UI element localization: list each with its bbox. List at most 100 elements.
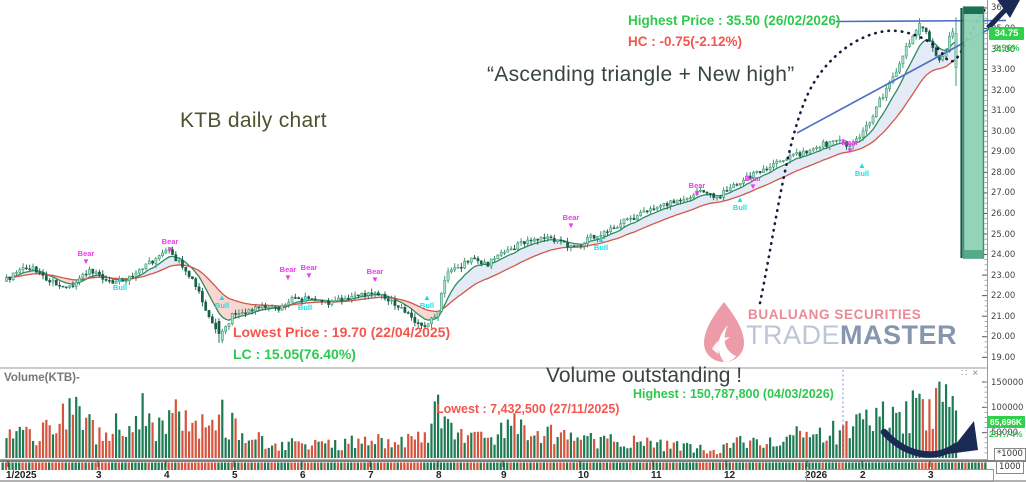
ribbon-cell: [426, 462, 429, 470]
candle-body: [798, 152, 802, 157]
ribbon-cell: [602, 462, 605, 470]
volume-bar: [440, 428, 443, 458]
volume-bar: [583, 435, 586, 458]
volume-bar: [759, 445, 762, 458]
candle-body: [519, 241, 523, 244]
volume-bar: [769, 437, 772, 458]
ribbon-cell: [877, 462, 881, 470]
ribbon-cell: [562, 462, 565, 470]
ribbon-cell: [456, 462, 459, 470]
ribbon-cell: [884, 462, 887, 470]
candle-body: [380, 293, 384, 296]
volume-bar: [619, 446, 622, 458]
candle-body: [446, 271, 450, 281]
volume-bar: [646, 437, 649, 458]
volume-bar: [261, 436, 264, 458]
volume-highest-label: Highest : 150,787,800 (04/03/2026): [633, 387, 834, 401]
candle-body: [94, 271, 98, 274]
volume-bar: [48, 425, 51, 458]
ribbon-cell: [64, 462, 67, 470]
volume-axis-label: 100000: [991, 402, 1024, 413]
volume-bar: [417, 431, 420, 458]
volume-bar: [121, 436, 124, 458]
volume-bar: [437, 394, 440, 458]
ribbon-cell: [765, 462, 768, 470]
volume-bar: [599, 437, 602, 458]
price-axis-label: 32.00: [991, 85, 1016, 96]
ribbon-cell: [944, 462, 947, 470]
candle-body: [682, 199, 686, 202]
ribbon-cell: [386, 462, 389, 470]
candle-body: [738, 182, 742, 186]
ribbon-cell: [831, 462, 834, 470]
volume-bar: [191, 422, 194, 458]
volume-bar: [752, 437, 755, 458]
ribbon-cell: [585, 462, 589, 470]
ribbon-cell: [841, 462, 844, 470]
price-axis-label: 28.00: [991, 167, 1016, 178]
ribbon-cell: [130, 462, 134, 470]
volume-bar: [798, 430, 802, 458]
ribbon-cell: [529, 462, 532, 470]
volume-bar: [450, 422, 453, 458]
ribbon-cell: [482, 462, 486, 470]
timeline-selection-box[interactable]: [806, 469, 994, 482]
candle-body: [244, 312, 247, 314]
volume-bar: [470, 432, 473, 458]
volume-bar: [636, 442, 639, 458]
volume-bar: [168, 410, 171, 458]
candle-body: [161, 252, 164, 256]
price-axis-label: 21.00: [991, 311, 1016, 322]
ribbon-cell: [536, 462, 539, 470]
candle-body: [894, 71, 898, 77]
candle-body: [177, 259, 181, 262]
watermark: BUALUANG SECURITIES TRADEMASTER: [702, 301, 992, 363]
ribbon-cell: [638, 462, 642, 470]
restore-icon[interactable]: ∷: [961, 368, 973, 379]
candle-body: [280, 305, 284, 311]
ribbon-cell: [708, 462, 711, 470]
close-icon[interactable]: ×: [972, 368, 984, 379]
candle-body: [898, 63, 901, 73]
volume-bar: [868, 425, 871, 458]
volume-bar: [529, 436, 533, 458]
volume-bar: [363, 436, 367, 458]
candle-body: [506, 249, 510, 253]
candle-body: [772, 163, 775, 168]
volume-bar: [443, 416, 446, 458]
date-axis-label: 2026: [805, 470, 828, 481]
candle-body: [360, 292, 364, 296]
ribbon-cell: [622, 462, 625, 470]
candle-body: [84, 273, 88, 276]
ribbon-cell: [21, 462, 24, 470]
volume-bar: [264, 448, 267, 458]
ribbon-cell: [542, 462, 545, 470]
candle-body: [904, 46, 908, 57]
ribbon-cell: [552, 462, 555, 470]
ribbon-cell: [449, 462, 452, 470]
volume-bar: [815, 434, 818, 458]
candle-body: [586, 237, 589, 244]
candle-body: [310, 298, 314, 300]
volume-bar: [918, 393, 921, 458]
candle-body: [778, 160, 782, 163]
ribbon-cell: [545, 462, 549, 470]
candle-body: [908, 43, 911, 47]
date-axis-label: 12: [724, 470, 736, 481]
ribbon-cell: [592, 462, 595, 470]
ribbon-cell: [947, 462, 950, 470]
bull-marker: ▲ Bull: [112, 275, 128, 292]
candle-body: [108, 280, 111, 282]
ribbon-cell: [526, 462, 529, 470]
ribbon-cell: [848, 462, 851, 470]
candle-body: [237, 313, 241, 315]
volume-bar: [705, 453, 709, 458]
hc-label: HC : -0.75(-2.12%): [628, 34, 743, 49]
volume-bar: [380, 437, 383, 458]
candle-body: [453, 267, 457, 271]
ribbon-cell: [771, 462, 775, 470]
ribbon-cell: [340, 462, 343, 470]
volume-bar: [453, 439, 456, 458]
collapse-toggle[interactable]: -: [75, 372, 80, 384]
